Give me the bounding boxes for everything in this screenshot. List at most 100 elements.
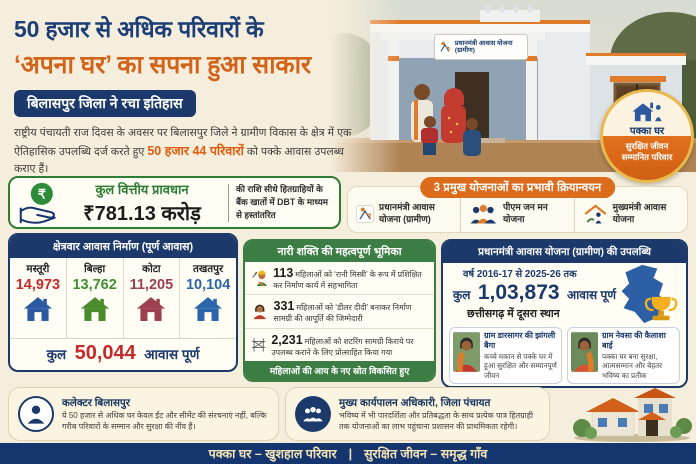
region-name: तखतपुर: [193, 264, 224, 275]
nari-item-desc: महिलाओं को ‘रानी मिस्त्री’ के रूप में प्…: [273, 269, 422, 291]
rani-mistri-icon: [252, 270, 267, 287]
regionwise-card: क्षेत्रवार आवास निर्माण (पूर्ण आवास) मस्…: [8, 233, 238, 372]
intro-post: को पक्के आवास उपलब्ध कराए हैं।: [14, 145, 344, 176]
story-photo: [453, 332, 480, 372]
pmay-rank: छत्तीसगढ़ में दूसरा स्थान: [467, 308, 560, 320]
finance-divider: [228, 183, 229, 222]
region-name: बिल्हा: [84, 264, 106, 275]
pmayg-scheme-icon: [356, 204, 374, 223]
village-house-illustration: [573, 388, 692, 442]
badge-line3: सम्मानित परिवार: [621, 152, 673, 163]
schemes-title-pill: 3 प्रमुख योजनाओं का प्रभावी क्रियान्वयन: [419, 177, 616, 198]
pmay-total-value: 1,03,873: [477, 281, 560, 304]
chhattisgarh-map: [621, 264, 678, 324]
total-label-pre: कुल: [46, 347, 67, 362]
region-value: 10,104: [185, 277, 231, 293]
slogan-left: पक्का घर – खुशहाल परिवार: [208, 447, 337, 461]
quote-card-collector: कलेक्टर बिलासपुर ये 50 हजार से अधिक घर क…: [8, 387, 279, 441]
pmay-achievement-card: प्रधानमंत्री आवास योजना (ग्रामीण) की उपल…: [441, 239, 688, 388]
story-card: ग्राम डारसागर की झांगली बैगा कच्चे मकान …: [449, 327, 562, 385]
pmay-header: प्रधानमंत्री आवास योजना (ग्रामीण) की उपल…: [443, 241, 686, 263]
nari-item-desc: महिलाओं को ‘डीलर दीदी’ बनाकर निर्माण साम…: [273, 303, 412, 324]
finance-note: की राशि सीधे हितग्राहियों के बैंक खातों …: [236, 184, 329, 220]
quote-title: मुख्य कार्यपालन अधिकारी, जिला पंचायत: [339, 397, 491, 409]
story-text-block: ग्राम डारसागर की झांगली बैगा कच्चे मकान …: [484, 331, 558, 380]
house-icon: [137, 297, 166, 321]
pmay-body: वर्ष 2016-17 से 2025-26 तक कुल 1,03,873 …: [443, 263, 686, 325]
intro-paragraph: राष्ट्रीय पंचायती राज दिवस के अवसर पर बि…: [14, 125, 352, 178]
pledge-badge: पक्का घर सुरक्षित जीवन सम्मानित परिवार: [600, 89, 694, 183]
quote-card-ceo: मुख्य कार्यपालन अधिकारी, जिला पंचायत भवि…: [285, 387, 550, 441]
pmay-total: कुल 1,03,873 आवास पूर्ण: [453, 281, 678, 305]
finance-card: ₹ कुल वित्तीय प्रावधान ₹781.13 करोड़ की …: [8, 176, 341, 229]
story-text-block: ग्राम नेवसा की कैलाशा बाई पक्का घर बना स…: [602, 331, 676, 380]
story-photo: [571, 332, 598, 372]
scheme-item-cmawas: मुख्यमंत्री आवास योजना: [573, 187, 687, 232]
region-name: कोटा: [142, 264, 161, 275]
badge-line2: सुरक्षित जीवन: [625, 141, 669, 151]
house-icon: [23, 297, 52, 321]
quote-title: कलेक्टर बिलासपुर: [62, 397, 130, 409]
nari-shakti-card: नारी शक्ति की महत्वपूर्ण भूमिका 113 महिला…: [243, 239, 436, 382]
trophy-icon: [644, 296, 678, 321]
nari-header: नारी शक्ति की महत्वपूर्ण भूमिका: [245, 241, 434, 262]
pmay-period: वर्ष 2016-17 से 2025-26 तक: [463, 269, 577, 280]
nari-item-value: 113: [273, 265, 294, 280]
story-name: ग्राम नेवसा की कैलाशा बाई: [602, 331, 666, 350]
headline-line2: ‘अपना घर’ का सपना हुआ साकार: [14, 51, 311, 79]
pmay-stories: ग्राम डारसागर की झांगली बैगा कच्चे मकान …: [443, 325, 686, 385]
nari-item-text: 113 महिलाओं को ‘रानी मिस्त्री’ के रूप में…: [273, 265, 428, 292]
nari-item-text: 331 महिलाओं को ‘डीलर दीदी’ बनाकर निर्माण …: [274, 298, 428, 325]
quote-text-block: मुख्य कार्यपालन अधिकारी, जिला पंचायत भवि…: [339, 396, 540, 432]
pmay-total-pre: कुल: [453, 288, 471, 302]
finance-label: कुल वित्तीय प्रावधान: [95, 181, 189, 197]
hero-photo: प्रधानमंत्री आवास योजना (ग्रामीण): [302, 0, 696, 172]
house-person-icon: [632, 102, 662, 122]
pmay-total-post: आवास पूर्ण: [567, 288, 616, 302]
badge-line1: पक्का घर: [629, 126, 665, 137]
nari-item-dealer-didi: 331 महिलाओं को ‘डीलर दीदी’ बनाकर निर्माण …: [245, 294, 434, 327]
cm-awas-house-icon: [584, 204, 607, 224]
region-column-kota: कोटा 11,205: [122, 258, 180, 338]
nari-item-value: 2,231: [271, 332, 303, 347]
house-icon: [194, 297, 223, 321]
finance-main: कुल वित्तीय प्रावधान ₹781.13 करोड़: [63, 180, 221, 226]
person-avatar-icon: [18, 396, 54, 432]
headline-block: 50 हजार से अधिक परिवारों के ‘अपना घर’ का…: [14, 12, 386, 178]
district-badge: बिलासपुर जिला ने रचा इतिहास: [14, 90, 196, 117]
quote-text: भविष्य में भी पारदर्शिता और प्रतिबद्धता …: [339, 410, 534, 431]
house-icon: [80, 297, 109, 321]
region-name: मस्तूरी: [26, 264, 50, 275]
region-value: 11,205: [129, 277, 174, 293]
scheme-item-pmayg: प्रधानमंत्री आवास योजना (ग्रामीण): [348, 187, 460, 232]
region-column-bilha: बिल्हा 13,762: [65, 258, 123, 338]
intro-pre: राष्ट्रीय पंचायती राज दिवस के अवसर पर बि…: [14, 127, 352, 158]
shuttering-icon: [252, 338, 266, 352]
quote-text-block: कलेक्टर बिलासपुर ये 50 हजार से अधिक घर क…: [62, 396, 269, 432]
svg-text:₹: ₹: [38, 186, 47, 201]
house-sign: प्रधानमंत्री आवास योजना (ग्रामीण): [434, 34, 528, 60]
headline-line1: 50 हजार से अधिक परिवारों के: [14, 16, 264, 42]
nari-footer: महिलाओं की आय के नए स्रोत विकसित हुए: [245, 360, 434, 380]
scheme-item-janman: पीएम जन मन योजना: [460, 187, 573, 232]
slogan-right: सुरक्षित जीवन – समृद्ध गाँव: [364, 447, 488, 461]
nari-item-shuttering: 2,231 महिलाओं को शटरिंग सामग्री किराये पर…: [245, 327, 434, 361]
scheme-label: पीएम जन मन योजना: [502, 201, 548, 224]
story-card: ग्राम नेवसा की कैलाशा बाई पक्का घर बना स…: [567, 327, 680, 385]
regionwise-columns: मस्तूरी 14,973 बिल्हा 13,762 कोटा 11,205: [10, 258, 236, 338]
house-sign-text: प्रधानमंत्री आवास योजना (ग्रामीण): [454, 39, 513, 54]
dealer-didi-icon: [253, 305, 267, 320]
total-label-post: आवास पूर्ण: [144, 347, 200, 362]
story-name: ग्राम डारसागर की झांगली बैगा: [484, 331, 556, 350]
region-column-masturi: मस्तूरी 14,973: [10, 258, 66, 338]
footer-bar: पक्का घर – खुशहाल परिवार | सुरक्षित जीवन…: [0, 443, 696, 464]
janman-people-icon: [470, 204, 497, 224]
region-value: 13,762: [72, 277, 117, 293]
rupee-hand-icon: ₹: [19, 182, 56, 224]
nari-item-value: 331: [273, 299, 295, 314]
scheme-label: प्रधानमंत्री आवास योजना (ग्रामीण): [379, 201, 435, 224]
story-text: कच्चे मकान से पक्के घर में हुआ सुरक्षित …: [484, 352, 557, 380]
quote-text: ये 50 हजार से अधिक घर केवल ईंट और सीमेंट…: [62, 410, 267, 431]
region-total: कुल 50,044 आवास पूर्ण: [10, 338, 236, 365]
story-text: पक्का घर बना सुरक्षा, आत्मसम्मान और बेहत…: [602, 352, 663, 380]
